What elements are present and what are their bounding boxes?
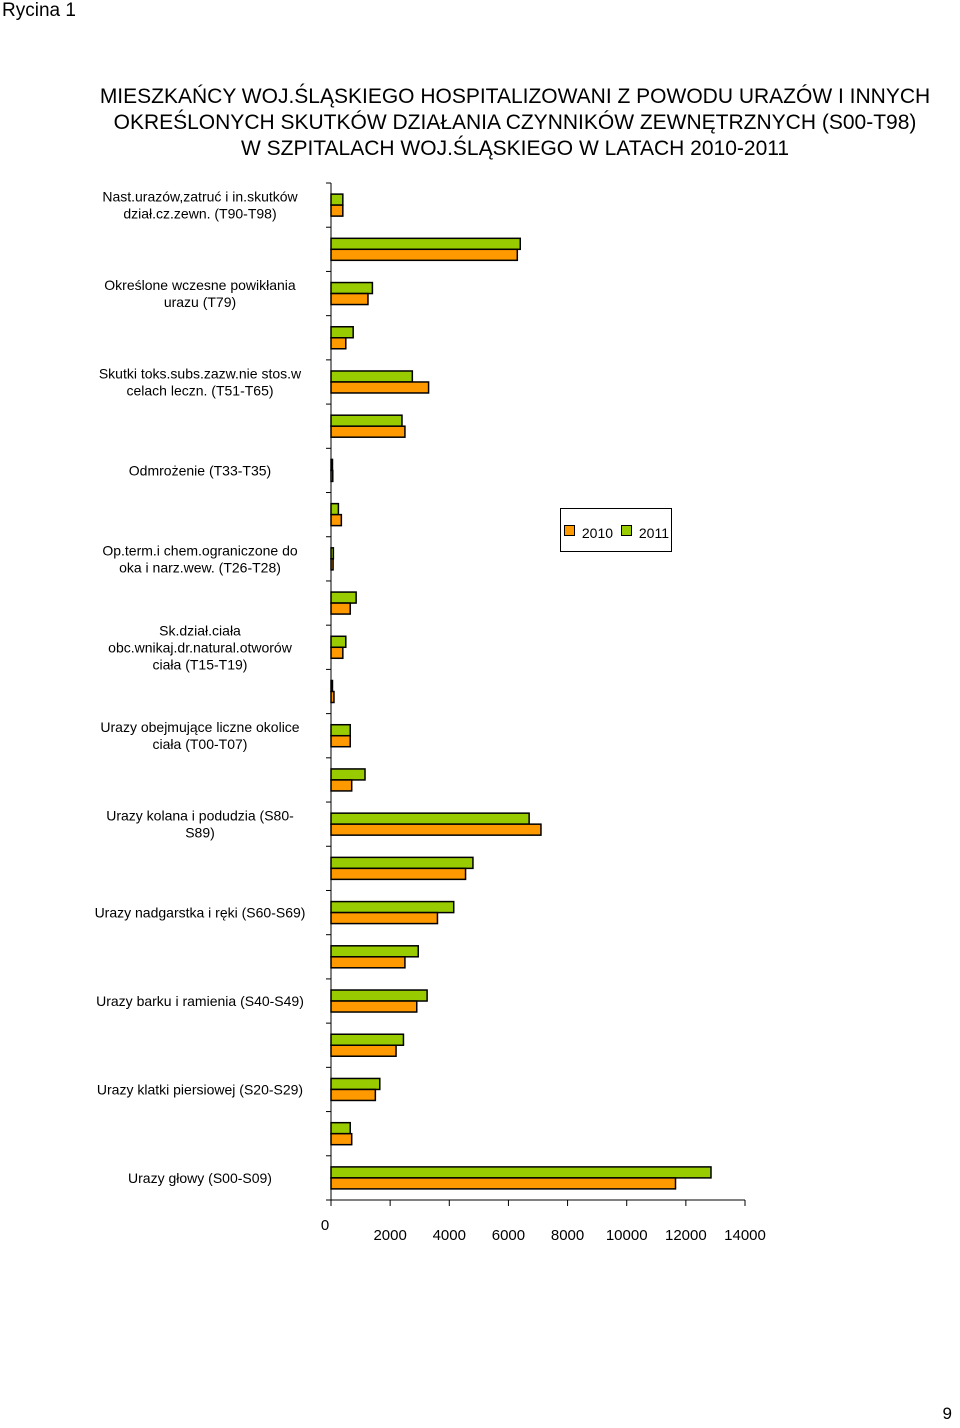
bar-2010 — [330, 425, 406, 438]
bar-2010 — [330, 956, 406, 969]
bar-2011 — [330, 768, 366, 781]
x-tick-label: 2000 — [373, 1227, 406, 1244]
category-label: Urazy obejmujące liczne okolice — [100, 719, 299, 735]
bar-2011 — [330, 1121, 351, 1135]
category-label: urazu (T79) — [164, 294, 236, 310]
category-label: Urazy kolana i podudzia (S80- — [106, 808, 294, 824]
bar-2011 — [330, 1033, 405, 1046]
bar-2010 — [330, 204, 344, 217]
legend-swatch-2011 — [621, 525, 632, 536]
category-label: Nast.urazów,zatruć i in.skutków — [102, 189, 298, 205]
category-label: Urazy klatki piersiowej (S20-S29) — [97, 1081, 303, 1097]
bar-2011 — [330, 281, 374, 295]
bar-2011 — [330, 237, 522, 251]
bar-2010 — [330, 513, 343, 527]
bar-2010 — [330, 823, 542, 836]
bar-2011 — [330, 326, 354, 339]
bar-2011 — [330, 370, 414, 383]
x-tick-label: 4000 — [433, 1227, 466, 1244]
bar-2011 — [330, 989, 428, 1002]
bar-2010 — [330, 1044, 397, 1057]
category-label: ciała (T15-T19) — [153, 656, 248, 672]
legend-item-2011: 2011 — [621, 525, 669, 541]
category-label: Określone wczesne powikłania — [104, 277, 296, 293]
corner-label: Rycina 1 — [2, 0, 76, 21]
legend-swatch-2010 — [564, 525, 575, 536]
bar-2010 — [330, 911, 439, 925]
bar-2011 — [330, 945, 419, 958]
category-label: oka i narz.wew. (T26-T28) — [119, 559, 281, 575]
bar-2011 — [330, 635, 347, 649]
chart-title-line-3: W SZPITALACH WOJ.ŚLĄSKIEGO W LATACH 2010… — [240, 137, 790, 160]
legend-item-2010: 2010 — [564, 525, 613, 541]
bar-2011 — [330, 1166, 712, 1179]
category-label: Urazy barku i ramienia (S40-S49) — [96, 993, 304, 1009]
legend-label-2010: 2010 — [581, 525, 614, 541]
category-label: Sk.dział.ciała — [159, 622, 241, 638]
page-number: 9 — [942, 1404, 952, 1423]
chart-title: MIESZKAŃCY WOJ.ŚLĄSKIEGO HOSPITALIZOWANI… — [40, 84, 960, 162]
bar-2010 — [330, 1132, 353, 1146]
bar-2010 — [330, 734, 351, 748]
category-label: ciała (T00-T07) — [153, 736, 248, 752]
x-tick-label: 0 — [321, 1217, 329, 1234]
category-label: Odmrożenie (T33-T35) — [129, 462, 271, 478]
bar-2010 — [330, 867, 467, 881]
category-label: Urazy głowy (S00-S09) — [128, 1170, 272, 1186]
bar-2010 — [330, 248, 519, 262]
bar-2010 — [330, 779, 353, 792]
bar-2011 — [330, 193, 344, 206]
x-tick-label: 10000 — [606, 1227, 648, 1244]
bar-2011 — [330, 414, 403, 427]
category-label: Op.term.i chem.ograniczone do — [102, 542, 298, 558]
bar-2010 — [330, 292, 369, 306]
bar-2011 — [330, 723, 351, 737]
category-label: obc.wnikaj.dr.natural.otworów — [108, 639, 293, 655]
category-label: S89) — [185, 825, 215, 841]
bar-2010 — [330, 646, 344, 660]
legend-label-2011: 2011 — [638, 525, 669, 541]
category-label: Urazy nadgarstka i ręki (S60-S69) — [95, 905, 306, 921]
category-label: celach leczn. (T51-T65) — [126, 382, 273, 398]
bar-2010 — [330, 1088, 377, 1102]
bar-2010 — [330, 602, 351, 615]
category-label: Skutki toks.subs.zazw.nie stos.w — [99, 365, 302, 381]
bar-2010 — [330, 381, 430, 394]
bar-2011 — [330, 591, 357, 604]
x-tick-label: 6000 — [492, 1227, 525, 1244]
bar-2010 — [330, 1177, 677, 1190]
chart-legend: 2010 2011 — [560, 508, 672, 552]
category-label: dział.cz.zewn. (T90-T98) — [123, 206, 276, 222]
x-tick-label: 12000 — [665, 1227, 707, 1244]
bar-2010 — [330, 337, 347, 350]
bar-2010 — [330, 1000, 418, 1013]
bar-2011 — [330, 812, 530, 825]
x-tick-label: 14000 — [724, 1227, 766, 1244]
bar-2011 — [330, 856, 474, 870]
bar-2011 — [330, 1077, 381, 1091]
bar-2011 — [330, 900, 455, 914]
bar-2011 — [330, 502, 340, 516]
x-tick-label: 8000 — [551, 1227, 584, 1244]
chart-title-line-2: OKREŚLONYCH SKUTKÓW DZIAŁANIA CZYNNIKÓW … — [113, 111, 917, 134]
chart-title-line-1: MIESZKAŃCY WOJ.ŚLĄSKIEGO HOSPITALIZOWANI… — [99, 85, 931, 108]
